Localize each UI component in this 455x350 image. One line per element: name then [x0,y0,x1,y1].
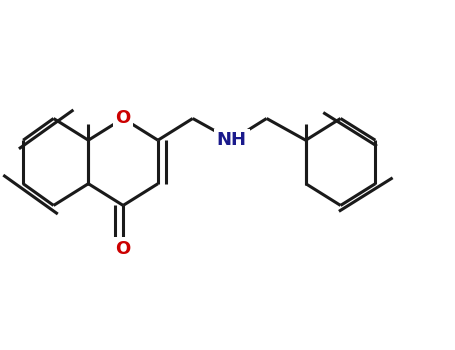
Text: NH: NH [217,131,247,149]
Text: O: O [116,240,131,258]
Text: O: O [116,110,131,127]
